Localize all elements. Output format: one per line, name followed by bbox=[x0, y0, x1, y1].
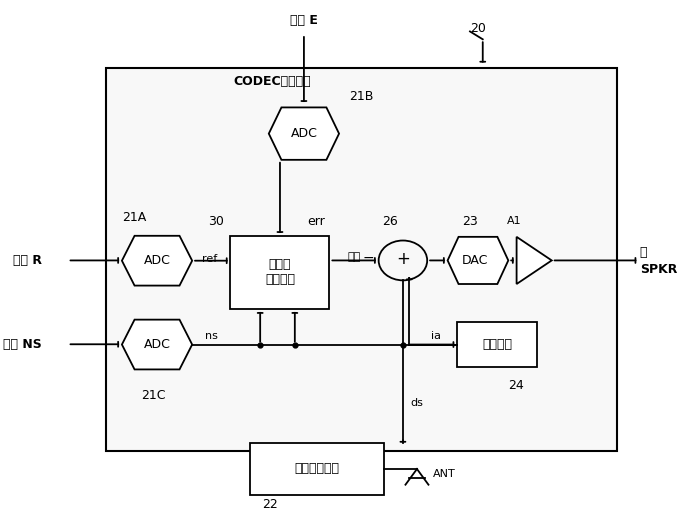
Text: ds: ds bbox=[411, 398, 424, 409]
Text: 22: 22 bbox=[262, 498, 278, 510]
Text: ANT: ANT bbox=[433, 469, 456, 479]
Text: 自适应
消噪电路: 自适应 消噪电路 bbox=[265, 258, 295, 287]
Text: 来自 NS: 来自 NS bbox=[3, 338, 42, 351]
Text: SPKR: SPKR bbox=[640, 264, 677, 276]
Text: 射频集成电路: 射频集成电路 bbox=[294, 463, 339, 475]
Polygon shape bbox=[447, 237, 508, 284]
Text: 24: 24 bbox=[508, 379, 524, 391]
Text: ADC: ADC bbox=[144, 254, 170, 267]
FancyBboxPatch shape bbox=[106, 68, 617, 451]
Text: 内部音频: 内部音频 bbox=[482, 338, 512, 351]
Text: 23: 23 bbox=[462, 215, 478, 227]
Text: 30: 30 bbox=[208, 215, 224, 227]
Text: 20: 20 bbox=[470, 23, 486, 35]
Text: ADC: ADC bbox=[291, 127, 317, 140]
FancyBboxPatch shape bbox=[457, 322, 537, 367]
Text: err: err bbox=[307, 215, 325, 227]
Text: 抗噪: 抗噪 bbox=[347, 252, 360, 262]
Text: ADC: ADC bbox=[144, 338, 170, 351]
Text: DAC: DAC bbox=[462, 254, 488, 267]
Text: CODEC集成电路: CODEC集成电路 bbox=[234, 75, 311, 88]
Polygon shape bbox=[122, 236, 192, 286]
Text: 来自 R: 来自 R bbox=[13, 254, 42, 267]
Text: 21B: 21B bbox=[349, 91, 373, 103]
Text: +: + bbox=[396, 250, 410, 268]
Text: 来自 E: 来自 E bbox=[290, 15, 318, 27]
FancyBboxPatch shape bbox=[230, 236, 330, 309]
Text: 到: 到 bbox=[640, 246, 648, 259]
FancyBboxPatch shape bbox=[250, 443, 384, 495]
Text: ref: ref bbox=[202, 254, 218, 264]
Text: A1: A1 bbox=[507, 216, 522, 226]
Polygon shape bbox=[517, 237, 552, 284]
Polygon shape bbox=[269, 107, 339, 160]
Text: 26: 26 bbox=[382, 215, 398, 227]
Text: 21A: 21A bbox=[122, 211, 146, 224]
Text: ia: ia bbox=[431, 331, 441, 342]
Text: 21C: 21C bbox=[141, 389, 165, 402]
Text: ns: ns bbox=[205, 331, 218, 342]
Polygon shape bbox=[122, 320, 192, 369]
Text: −: − bbox=[362, 252, 374, 265]
